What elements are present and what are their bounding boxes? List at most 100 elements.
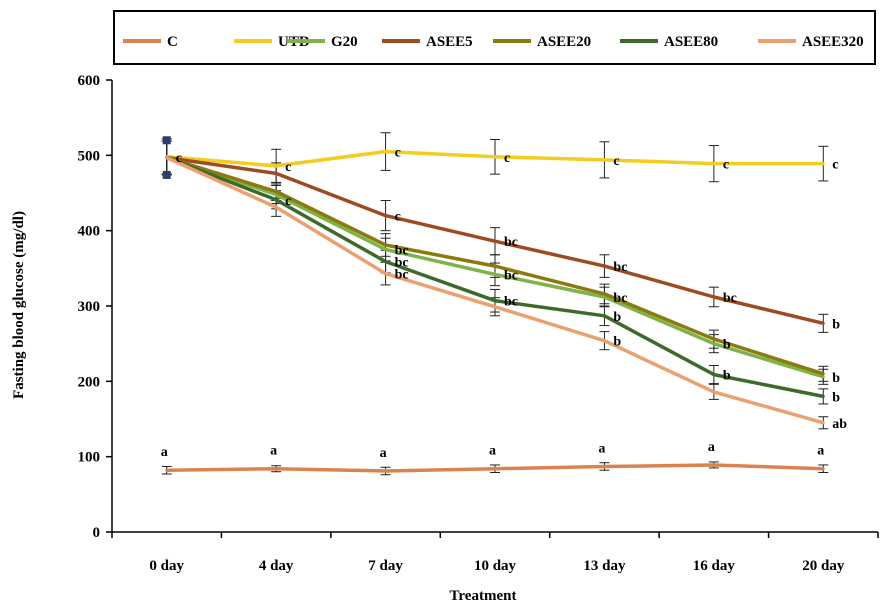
data-point [821,372,825,376]
data-point [384,469,388,473]
data-point [712,162,716,166]
significance-label: bc [395,244,409,259]
x-tick-label: 13 day [583,558,626,574]
y-tick-label: 100 [78,450,101,466]
data-point [493,239,497,243]
significance-label: bc [504,235,518,250]
y-tick-label: 500 [78,148,101,164]
legend-entry-g20: G20 [287,34,358,50]
data-point [493,272,497,276]
significance-label: c [832,158,838,173]
x-tick-label: 16 day [693,558,736,574]
significance-label: c [723,158,729,173]
data-point [274,205,278,209]
data-point [384,260,388,264]
significance-label: bc [395,268,409,283]
significance-label: a [270,444,277,459]
y-tick-label: 300 [78,299,101,315]
data-point [274,198,278,202]
data-point [602,339,606,343]
x-tick-label: 20 day [802,558,845,574]
data-point [712,463,716,467]
data-point [602,158,606,162]
significance-label: a [817,444,824,459]
data-point [821,394,825,398]
legend-label: C [167,34,178,50]
legend-entry-asee320: ASEE320 [758,34,864,50]
legend-label: ASEE5 [426,34,473,50]
data-point [712,295,716,299]
data-point [384,272,388,276]
legend-label: G20 [331,34,358,50]
data-point [821,375,825,379]
significance-label: b [613,335,621,350]
significance-label: c [613,154,619,169]
data-point [384,248,388,251]
data-point [602,264,606,268]
legend-box [113,10,876,65]
data-point [384,150,388,154]
y-tick-label: 200 [78,374,101,390]
legend-label: ASEE20 [537,34,591,50]
data-point [493,305,497,309]
significance-label: c [395,146,401,161]
data-point [165,156,169,160]
data-point [384,243,388,247]
data-point [384,214,388,218]
data-point [712,337,716,341]
data-point [602,464,606,468]
legend: CUTDG20ASEE5ASEE20ASEE80ASEE320 [113,10,876,65]
significance-label: b [723,369,731,384]
x-tick-label: 0 day [149,558,184,574]
significance-label: a [598,441,605,456]
significance-label: bc [504,268,518,283]
series-lines [165,149,825,473]
significance-label: bc [613,260,627,275]
data-point [821,321,825,325]
significance-label: b [832,371,840,386]
significance-label: a [708,440,715,455]
data-point [274,189,278,193]
legend-entry-asee80: ASEE80 [620,34,718,50]
significance-label: ab [832,417,847,432]
significance-label: bc [395,256,409,271]
data-point [712,390,716,394]
legend-entry-asee20: ASEE20 [493,34,591,50]
data-point [821,162,825,166]
significance-label: b [832,317,840,332]
significance-label: bc [504,295,518,310]
significance-label: a [489,444,496,459]
data-point [274,171,278,175]
error-cap-marker [162,170,171,179]
y-axis-title: Fasting blood glucose (mg/dl) [11,211,27,399]
data-point [821,421,825,425]
significance-label: b [723,338,731,353]
significance-label: c [285,160,291,175]
data-point [602,314,606,318]
significance-label: c [176,151,182,166]
axes: 0 100 200 300 400 500 600 0 day 4 day 7 day 10 day… [78,73,879,574]
significance-label: bc [723,291,737,306]
y-tick-label: 600 [78,73,101,89]
significance-label: c [285,194,291,209]
x-tick-label: 4 day [259,558,294,574]
significance-label: c [395,210,401,225]
data-point [602,292,606,296]
significance-label: b [832,390,840,405]
legend-entry-c: C [123,34,178,50]
data-point [274,164,278,168]
error-bars [161,132,829,476]
data-point [712,342,716,346]
data-point [493,467,497,471]
data-point [274,467,278,471]
y-tick-label: 0 [93,525,101,541]
data-point [165,468,169,472]
significance-label: a [380,446,387,461]
error-cap-marker [162,136,171,145]
data-point [821,467,825,471]
legend-label: ASEE80 [664,34,718,50]
x-tick-label: 10 day [474,558,517,574]
x-tick-label: 7 day [368,558,403,574]
legend-label: ASEE320 [802,34,864,50]
